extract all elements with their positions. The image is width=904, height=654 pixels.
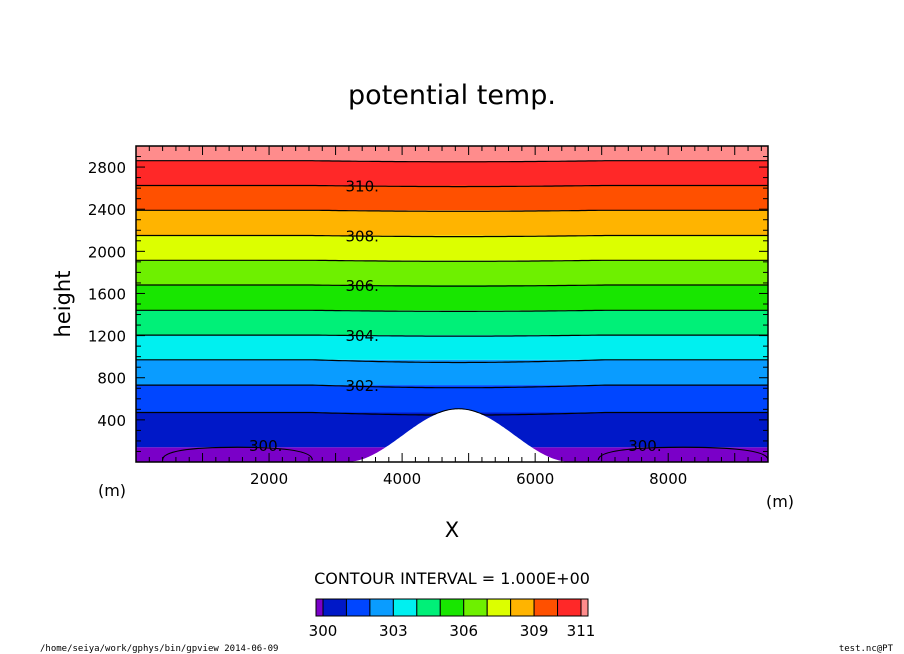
contour-lines xyxy=(136,160,768,461)
colorbar-cell xyxy=(463,598,488,617)
contour-band-303 xyxy=(136,359,768,386)
contour-band-306 xyxy=(136,285,768,311)
contour-line-300-left xyxy=(162,446,313,461)
x-tick-label: 2000 xyxy=(250,470,288,488)
axis-ticks xyxy=(135,145,768,463)
colorbar-cell xyxy=(510,598,535,617)
contour-band-top xyxy=(136,146,768,161)
x-units-label: (m) xyxy=(766,492,794,511)
y-tick-label: 800 xyxy=(97,370,126,388)
contour-band-304 xyxy=(136,335,768,360)
colorbar-label: 309 xyxy=(520,622,549,640)
footer-right: test.nc@PT xyxy=(839,644,894,654)
colorbar-cell xyxy=(369,598,394,617)
contour-line-301 xyxy=(136,408,768,416)
x-tick-labels: 2000 4000 6000 8000 xyxy=(250,470,687,488)
colorbar-cell xyxy=(557,598,582,617)
contour-label-300: 300. xyxy=(628,437,661,455)
y-tick-label: 1200 xyxy=(88,328,126,346)
mountain xyxy=(318,409,599,462)
contour-line-300-right xyxy=(597,446,768,461)
contour-label-306: 306. xyxy=(345,277,378,295)
contour-band-307 xyxy=(136,260,768,286)
chart-title: potential temp. xyxy=(348,80,556,111)
x-axis-label: X xyxy=(445,518,459,542)
contour-band-308 xyxy=(136,235,768,261)
colorbar-label: 306 xyxy=(449,622,478,640)
contour-line-308 xyxy=(136,234,768,238)
contour-label-302: 302. xyxy=(345,377,378,395)
contour-band-310 xyxy=(136,185,768,211)
colorbar-cell xyxy=(315,598,324,617)
y-axis-label: height xyxy=(51,271,75,338)
y-tick-label: 1600 xyxy=(88,285,126,303)
colorbar-cell xyxy=(416,598,441,617)
contour-line-303 xyxy=(136,359,768,364)
colorbar-cell xyxy=(533,598,559,617)
contour-line-310 xyxy=(136,184,768,188)
contour-band-309 xyxy=(136,210,768,236)
colorbar-cell xyxy=(439,598,465,617)
y-tick-label: 2800 xyxy=(88,159,126,177)
y-units-label: (m) xyxy=(98,481,126,500)
colorbar-cell xyxy=(345,598,371,617)
contour-band-302 xyxy=(136,385,768,413)
colorbar-labels: 300 303 306 309 311 xyxy=(309,622,596,640)
contour-line-304 xyxy=(136,334,768,337)
contour-band-305 xyxy=(136,310,768,336)
x-tick-label: 8000 xyxy=(649,470,687,488)
x-tick-label: 6000 xyxy=(516,470,554,488)
contour-labels: 310. 308. 306. 304. 302. 300. 300. xyxy=(249,178,662,456)
contour-line-305 xyxy=(136,309,768,312)
contour-interval-text: CONTOUR INTERVAL = 1.000E+00 xyxy=(314,569,590,588)
contour-line-306 xyxy=(136,284,768,287)
contour-band-311 xyxy=(136,160,768,186)
y-tick-label: 400 xyxy=(97,412,126,430)
contour-label-310: 310. xyxy=(345,178,378,196)
contour-line-311 xyxy=(136,160,768,163)
contour-line-309 xyxy=(136,209,768,212)
contour-label-304: 304. xyxy=(345,327,378,345)
colorbar-label: 303 xyxy=(379,622,408,640)
footer-left: /home/seiya/work/gphys/bin/gpview 2014-0… xyxy=(40,644,278,654)
contour-line-307 xyxy=(136,259,768,262)
terrain xyxy=(318,409,599,462)
contour-label-300: 300. xyxy=(249,437,282,455)
y-tick-label: 2400 xyxy=(88,201,126,219)
colorbar-cell xyxy=(580,598,589,617)
colorbar-cell xyxy=(322,598,347,617)
y-tick-labels: 400 800 1200 1600 2000 2400 2800 xyxy=(88,159,126,430)
contour-label-308: 308. xyxy=(345,228,378,246)
colorbar-cell xyxy=(486,598,512,617)
contour-line-302 xyxy=(136,384,768,389)
colorbar-label: 311 xyxy=(567,622,596,640)
filled-contour-bands xyxy=(136,146,768,462)
colorbar-cell xyxy=(392,598,418,617)
x-tick-label: 4000 xyxy=(383,470,421,488)
y-tick-label: 2000 xyxy=(88,243,126,261)
colorbar-label: 300 xyxy=(309,622,338,640)
colorbar xyxy=(315,598,589,617)
